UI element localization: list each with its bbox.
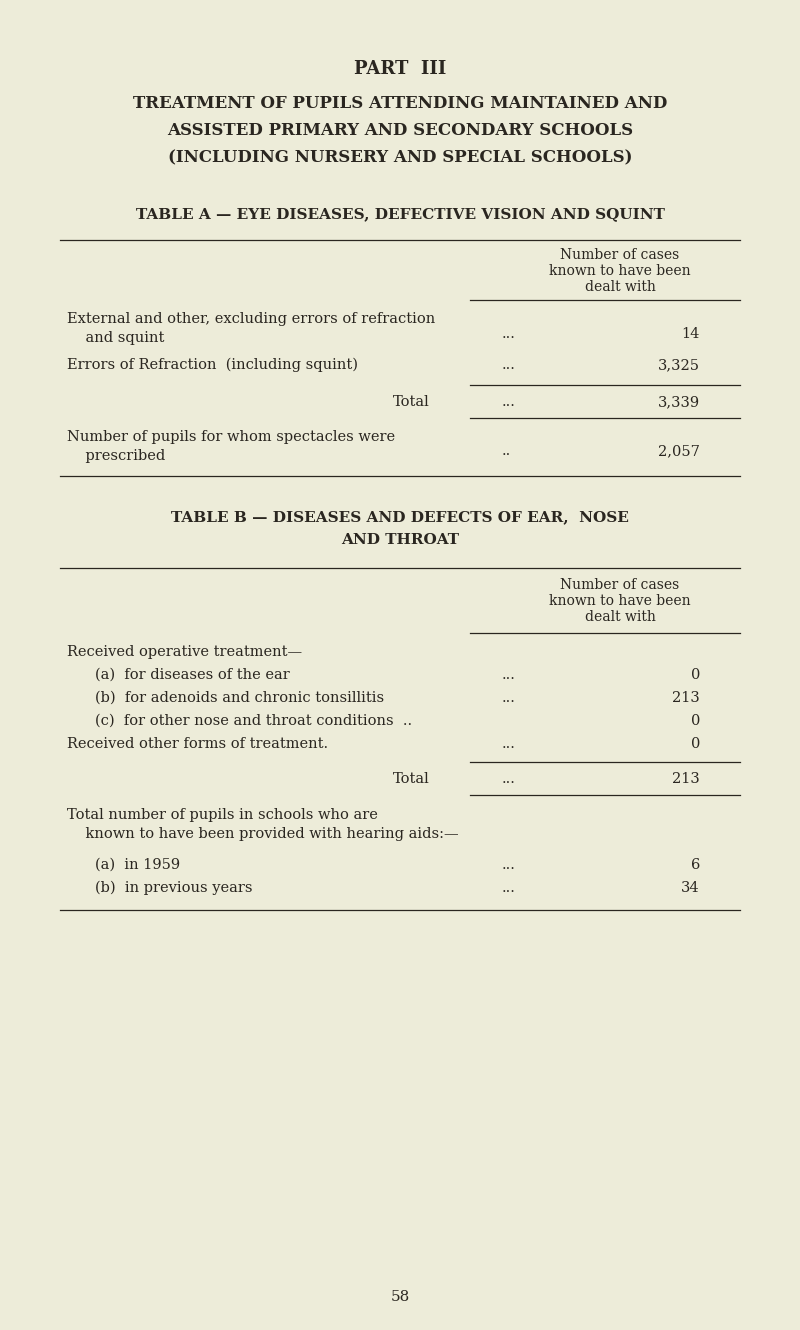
Text: dealt with: dealt with (585, 610, 655, 624)
Text: 3,325: 3,325 (658, 358, 700, 372)
Text: TREATMENT OF PUPILS ATTENDING MAINTAINED AND: TREATMENT OF PUPILS ATTENDING MAINTAINED… (133, 94, 667, 112)
Text: (b)  for adenoids and chronic tonsillitis: (b) for adenoids and chronic tonsillitis (95, 692, 384, 705)
Text: 34: 34 (682, 880, 700, 895)
Text: 3,339: 3,339 (658, 395, 700, 410)
Text: Received other forms of treatment.: Received other forms of treatment. (67, 737, 328, 751)
Text: Number of cases: Number of cases (560, 579, 680, 592)
Text: Total: Total (394, 395, 430, 410)
Text: 0: 0 (690, 714, 700, 728)
Text: 2,057: 2,057 (658, 444, 700, 458)
Text: 14: 14 (682, 327, 700, 340)
Text: Received operative treatment—: Received operative treatment— (67, 645, 302, 658)
Text: 213: 213 (672, 692, 700, 705)
Text: 213: 213 (672, 771, 700, 786)
Text: (a)  for diseases of the ear: (a) for diseases of the ear (95, 668, 290, 682)
Text: Number of cases: Number of cases (560, 247, 680, 262)
Text: known to have been: known to have been (549, 263, 691, 278)
Text: ...: ... (502, 668, 516, 682)
Text: TABLE B — DISEASES AND DEFECTS OF EAR,  NOSE: TABLE B — DISEASES AND DEFECTS OF EAR, N… (171, 509, 629, 524)
Text: 0: 0 (690, 668, 700, 682)
Text: ...: ... (502, 858, 516, 872)
Text: (a)  in 1959: (a) in 1959 (95, 858, 180, 872)
Text: ...: ... (502, 880, 516, 895)
Text: Total: Total (394, 771, 430, 786)
Text: known to have been: known to have been (549, 595, 691, 608)
Text: External and other, excluding errors of refraction: External and other, excluding errors of … (67, 313, 435, 326)
Text: AND THROAT: AND THROAT (341, 533, 459, 547)
Text: dealt with: dealt with (585, 281, 655, 294)
Text: ASSISTED PRIMARY AND SECONDARY SCHOOLS: ASSISTED PRIMARY AND SECONDARY SCHOOLS (167, 122, 633, 140)
Text: ..: .. (502, 444, 511, 458)
Text: ...: ... (502, 358, 516, 372)
Text: ...: ... (502, 771, 516, 786)
Text: 58: 58 (390, 1290, 410, 1303)
Text: (INCLUDING NURSERY AND SPECIAL SCHOOLS): (INCLUDING NURSERY AND SPECIAL SCHOOLS) (168, 149, 632, 166)
Text: Total number of pupils in schools who are: Total number of pupils in schools who ar… (67, 809, 378, 822)
Text: known to have been provided with hearing aids:—: known to have been provided with hearing… (67, 827, 458, 841)
Text: ...: ... (502, 737, 516, 751)
Text: PART  III: PART III (354, 60, 446, 78)
Text: Number of pupils for whom spectacles were: Number of pupils for whom spectacles wer… (67, 430, 395, 444)
Text: Errors of Refraction  (including squint): Errors of Refraction (including squint) (67, 358, 358, 372)
Text: (b)  in previous years: (b) in previous years (95, 880, 253, 895)
Text: 6: 6 (690, 858, 700, 872)
Text: (c)  for other nose and throat conditions  ..: (c) for other nose and throat conditions… (95, 714, 412, 728)
Text: ...: ... (502, 692, 516, 705)
Text: ...: ... (502, 327, 516, 340)
Text: prescribed: prescribed (67, 450, 166, 463)
Text: and squint: and squint (67, 331, 164, 344)
Text: 0: 0 (690, 737, 700, 751)
Text: ...: ... (502, 395, 516, 410)
Text: TABLE A — EYE DISEASES, DEFECTIVE VISION AND SQUINT: TABLE A — EYE DISEASES, DEFECTIVE VISION… (135, 207, 665, 221)
